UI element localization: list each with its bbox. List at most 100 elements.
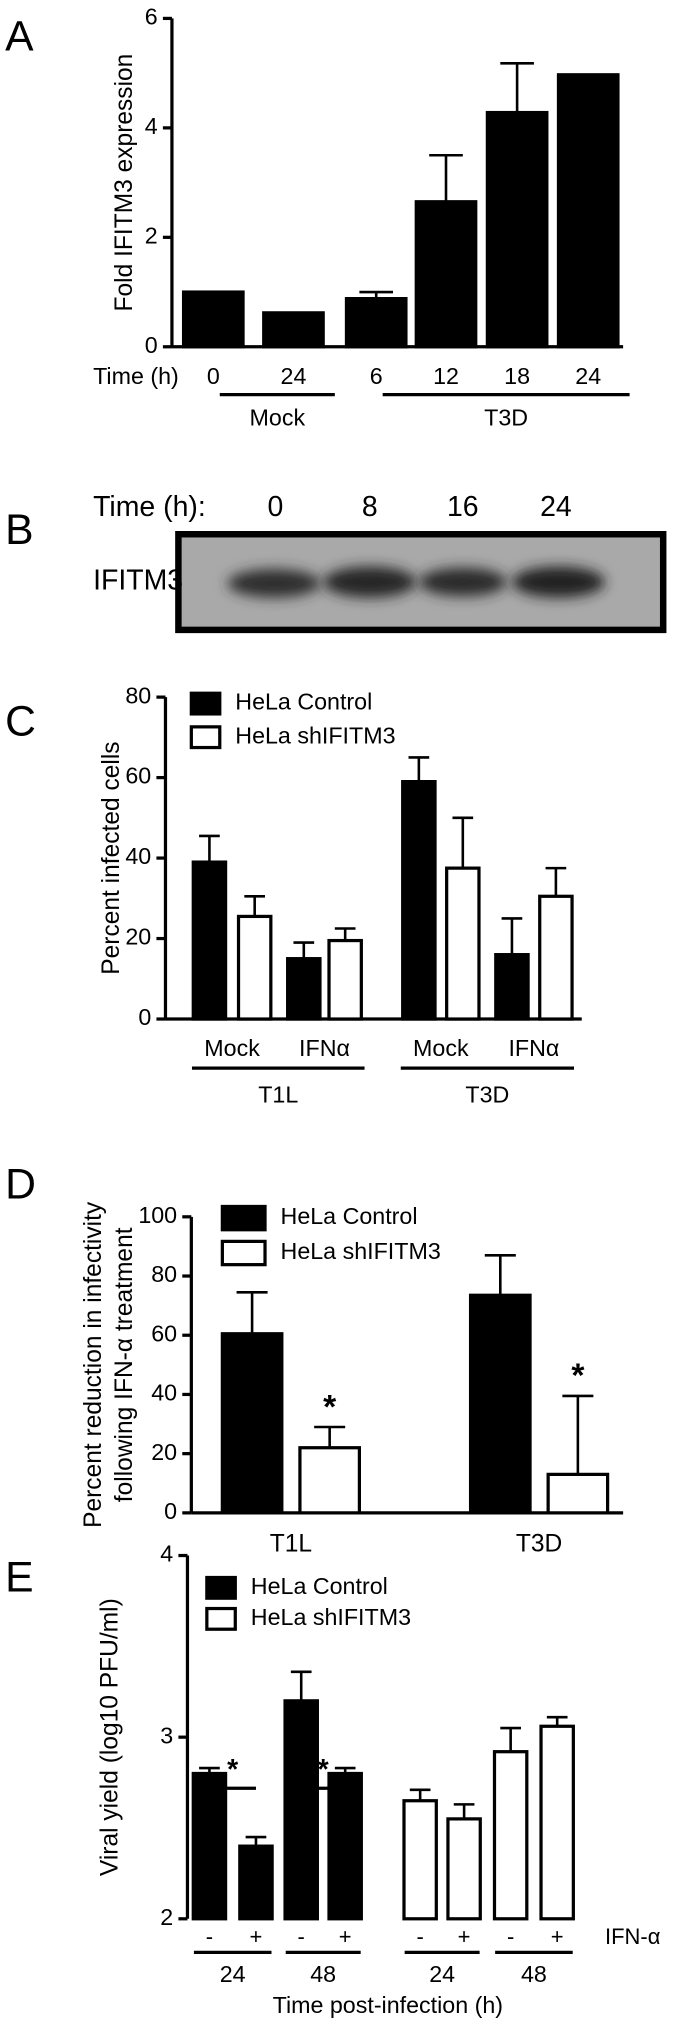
bar <box>191 860 228 1021</box>
y-tick-label: 3 <box>160 1722 173 1748</box>
bar <box>327 938 363 1021</box>
significance: * <box>227 1754 239 1786</box>
y-tick-label: 2 <box>145 222 158 248</box>
x-tick-label: Mock <box>413 1035 469 1061</box>
y-axis-label: Viral yield (log10 PFU/ml) <box>97 1598 124 1876</box>
bar <box>238 1844 274 1921</box>
y-tick-label: 0 <box>145 332 158 358</box>
legend-label: HeLa shIFITM3 <box>281 1238 441 1264</box>
x-tick-label: - <box>206 1924 213 1949</box>
x-tick-label: T3D <box>516 1531 562 1558</box>
x-tick-label: - <box>416 1924 423 1949</box>
x-tick-label: 24 <box>575 363 601 389</box>
group-label: 24 <box>429 1961 455 1987</box>
group-label: 48 <box>521 1961 547 1987</box>
y-tick-label: 4 <box>160 1541 173 1567</box>
band <box>227 569 321 598</box>
legend-label: HeLa shIFITM3 <box>251 1604 411 1630</box>
y-tick-label: 40 <box>151 1380 177 1406</box>
blot <box>175 531 667 634</box>
panel-letter: E <box>5 1553 33 1601</box>
bar <box>494 953 530 1021</box>
bar <box>556 73 620 349</box>
x-tick-label: + <box>250 1924 263 1949</box>
panel-letter: B <box>5 506 33 554</box>
bar <box>220 1332 284 1515</box>
legend-label: HeLa Control <box>251 1573 388 1599</box>
legend-swatch <box>220 1204 267 1232</box>
legend-label: HeLa Control <box>235 689 372 715</box>
significance: * <box>571 1358 585 1395</box>
y-axis-label: Percent reduction in infectivity <box>80 1201 107 1528</box>
lane-label: 16 <box>447 491 479 523</box>
bar <box>344 297 408 349</box>
legend-swatch <box>189 691 222 716</box>
x-axis-label: Time (h) <box>93 363 179 389</box>
bar <box>236 914 273 1021</box>
y-tick-label: 4 <box>145 113 158 139</box>
lane-label: 24 <box>540 491 572 523</box>
group-label: 48 <box>310 1961 336 1987</box>
panel-letter: D <box>5 1160 36 1208</box>
y-axis-label: following IFN-α treatment <box>111 1227 138 1502</box>
y-tick-label: 20 <box>125 924 151 950</box>
y-tick-label: 0 <box>138 1004 151 1030</box>
legend-swatch <box>205 1606 237 1631</box>
bar <box>414 200 478 349</box>
bar <box>191 1771 228 1921</box>
legend-label: HeLa shIFITM3 <box>235 722 395 748</box>
x-tick-label: IFNα <box>508 1035 559 1061</box>
y-tick-label: 80 <box>151 1261 177 1287</box>
x-axis-label: Time post-infection (h) <box>273 1992 503 2018</box>
y-tick-label: 2 <box>160 1904 173 1930</box>
x-tick-label: 18 <box>504 363 530 389</box>
legend-swatch <box>220 1239 267 1267</box>
lane-label: 8 <box>362 491 378 523</box>
bar <box>181 290 245 349</box>
x-tick-label: + <box>339 1924 352 1949</box>
group-label: T3D <box>484 404 528 430</box>
group-label: Mock <box>250 404 306 430</box>
bar <box>327 1771 363 1921</box>
y-tick-label: 60 <box>125 763 151 789</box>
panel-letter: C <box>5 698 36 746</box>
legend-swatch <box>205 1575 237 1600</box>
bar <box>492 1750 529 1921</box>
panel-letter: A <box>5 12 34 60</box>
x-tick-label: 24 <box>281 363 307 389</box>
significance: * <box>323 1389 337 1426</box>
category-axis-label: IFN-α <box>605 1924 661 1949</box>
x-tick-label: IFNα <box>299 1035 350 1061</box>
bar <box>485 110 549 349</box>
lane-label: 0 <box>267 491 283 523</box>
x-axis-label: Time (h): <box>93 491 206 523</box>
group-label: 24 <box>220 1961 246 1987</box>
y-tick-label: 6 <box>145 4 158 30</box>
y-tick-label: 80 <box>125 682 151 708</box>
y-tick-label: 0 <box>164 1498 177 1524</box>
x-tick-label: 12 <box>433 363 459 389</box>
band <box>418 567 507 597</box>
bar <box>539 1724 575 1921</box>
bar <box>538 894 574 1021</box>
x-tick-label: - <box>298 1924 305 1949</box>
group-label: T1L <box>258 1082 298 1108</box>
band <box>323 566 417 598</box>
bar <box>286 957 322 1021</box>
y-axis-label: Fold IFITM3 expression <box>111 54 138 312</box>
x-tick-label: 0 <box>207 363 220 389</box>
bar <box>402 1799 438 1921</box>
y-axis-label: Percent infected cells <box>98 741 125 974</box>
x-tick-label: T1L <box>270 1531 312 1558</box>
y-tick-label: 40 <box>125 843 151 869</box>
bar <box>446 1817 482 1921</box>
y-tick-label: 20 <box>151 1439 177 1465</box>
x-tick-label: - <box>507 1924 514 1949</box>
band <box>511 566 606 598</box>
bar <box>401 780 437 1021</box>
legend-label: HeLa Control <box>281 1203 418 1229</box>
x-tick-label: + <box>551 1924 564 1949</box>
group-label: T3D <box>465 1082 509 1108</box>
